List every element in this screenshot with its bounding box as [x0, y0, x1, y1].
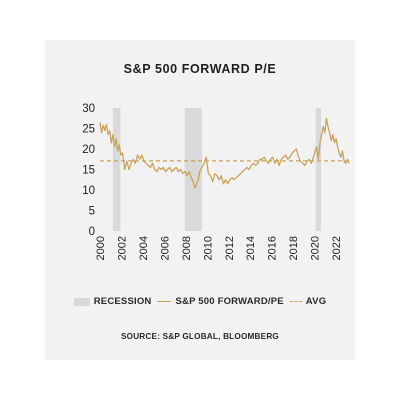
y-tick-label: 25 [82, 124, 95, 136]
x-tick-label: 2002 [116, 236, 128, 260]
legend-item-recession: RECESSION [73, 296, 152, 307]
chart-panel: S&P 500 FORWARD P/E 0 5 10 15 20 25 30 2000 200… [45, 40, 355, 360]
y-tick-label: 30 [82, 103, 95, 115]
x-tick-label: 2004 [138, 236, 150, 260]
y-tick-label: 10 [82, 185, 95, 197]
chart-source: SOURCE: S&P GLOBAL, BLOOMBERG [120, 332, 280, 341]
recession-swatch [73, 297, 90, 306]
y-tick-label: 20 [82, 144, 95, 156]
recession-band-1 [112, 108, 121, 231]
legend-item-series: S&P 500 FORWARD/PE [157, 296, 284, 307]
x-tick-label: 2006 [159, 236, 171, 260]
y-tick-label: 15 [82, 165, 95, 177]
x-tick-label: 2008 [181, 236, 193, 260]
x-tick-label: 2010 [202, 236, 214, 260]
legend-label-recession: RECESSION [93, 296, 152, 307]
recession-band-3 [315, 108, 322, 231]
x-tick-label: 2020 [310, 236, 322, 260]
y-tick-label: 0 [89, 226, 95, 238]
series-line [99, 117, 350, 189]
recession-band-2 [184, 108, 202, 231]
recession-bands [112, 108, 322, 231]
x-axis: 2000 2002 2004 2006 2008 2010 2012 2014 2016 2018… [95, 236, 343, 260]
legend-label-avg: AVG [305, 296, 327, 307]
x-tick-label: 2014 [245, 236, 257, 260]
chart-plot: 0 5 10 15 20 25 30 2000 2002 2004 2006 2008 2010 201… [82, 103, 350, 260]
y-tick-label: 5 [89, 206, 95, 218]
chart-legend: RECESSION S&P 500 FORWARD/PE AVG [45, 296, 355, 307]
legend-item-avg: AVG [289, 296, 327, 307]
pe-series [99, 117, 350, 189]
avg-swatch [289, 301, 302, 302]
legend-label-series: S&P 500 FORWARD/PE [175, 296, 284, 307]
x-tick-label: 2016 [267, 236, 279, 260]
series-swatch [157, 301, 172, 302]
x-tick-label: 2018 [288, 236, 300, 260]
x-tick-label: 2012 [224, 236, 236, 260]
x-tick-label: 2000 [95, 236, 107, 260]
y-axis: 0 5 10 15 20 25 30 [82, 103, 95, 238]
x-tick-label: 2022 [331, 236, 343, 260]
chart-title: S&P 500 FORWARD P/E [123, 62, 277, 76]
